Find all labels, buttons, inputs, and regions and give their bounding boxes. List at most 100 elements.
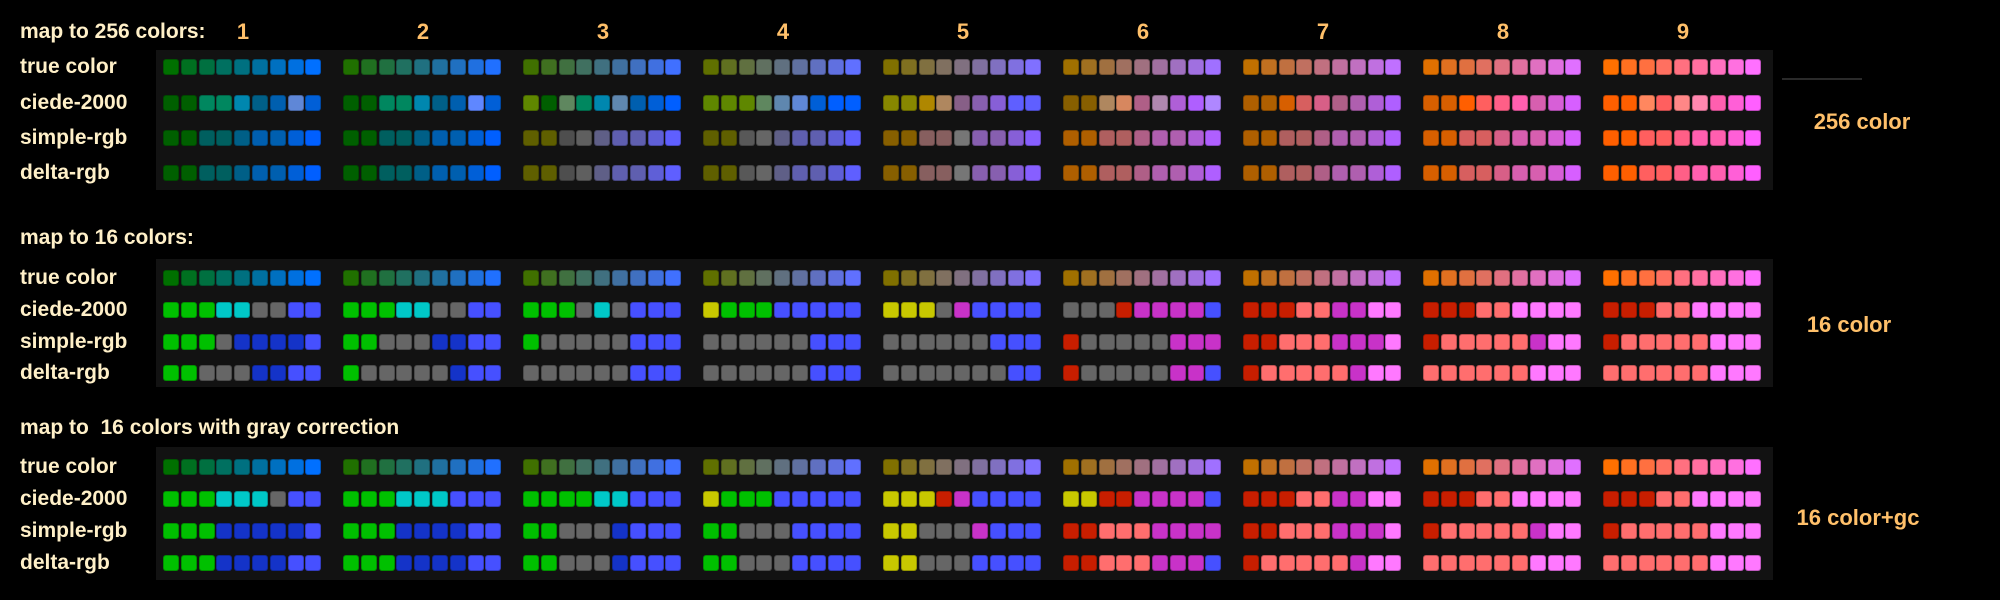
color-swatch	[827, 270, 844, 286]
color-swatch	[972, 459, 988, 475]
color-swatch	[774, 334, 791, 350]
color-swatch	[1205, 270, 1222, 286]
color-swatch	[1296, 365, 1313, 381]
color-swatch	[738, 130, 755, 146]
color-swatch	[1620, 459, 1637, 475]
color-swatch	[883, 459, 899, 475]
color-swatch	[1007, 130, 1024, 146]
color-swatch	[378, 491, 395, 507]
color-swatch	[792, 365, 808, 381]
color-swatch	[1098, 459, 1115, 475]
color-swatch	[163, 302, 179, 318]
color-swatch	[720, 165, 737, 181]
color-swatch	[432, 459, 448, 475]
color-swatch	[360, 523, 377, 539]
color-swatch	[845, 555, 862, 571]
color-swatch	[629, 165, 646, 181]
color-swatch	[558, 165, 575, 181]
color-swatch	[612, 491, 628, 507]
color-swatch	[414, 523, 431, 539]
color-swatch	[756, 334, 773, 350]
color-swatch	[827, 334, 844, 350]
color-swatch	[1674, 270, 1691, 286]
color-swatch	[1243, 491, 1259, 507]
color-swatch	[287, 555, 304, 571]
color-swatch	[216, 130, 233, 146]
color-swatch	[1476, 270, 1493, 286]
color-swatch	[1260, 270, 1277, 286]
color-swatch	[485, 491, 502, 507]
color-swatch	[1349, 491, 1366, 507]
color-swatch	[1349, 523, 1366, 539]
color-swatch	[234, 95, 251, 111]
color-swatch	[774, 270, 791, 286]
color-swatch	[1152, 334, 1168, 350]
color-swatch	[287, 270, 304, 286]
color-swatch	[234, 555, 251, 571]
color-swatch	[1656, 130, 1673, 146]
color-swatch	[1007, 555, 1024, 571]
section-side-label: 16 color	[1806, 312, 1892, 337]
color-swatch	[1134, 165, 1151, 181]
color-swatch	[1547, 491, 1564, 507]
color-swatch	[738, 334, 755, 350]
color-swatch	[1385, 459, 1402, 475]
color-swatch	[1745, 302, 1762, 318]
color-swatch	[720, 555, 737, 571]
color-swatch	[1260, 59, 1277, 75]
color-swatch	[360, 302, 377, 318]
color-swatch	[1080, 491, 1097, 507]
color-swatch	[774, 491, 791, 507]
color-swatch	[1638, 459, 1655, 475]
color-swatch	[1116, 95, 1133, 111]
color-swatch	[1025, 302, 1042, 318]
color-swatch	[883, 555, 899, 571]
color-swatch	[576, 555, 593, 571]
color-swatch	[900, 523, 917, 539]
color-swatch	[1080, 555, 1097, 571]
color-swatch	[594, 270, 611, 286]
color-swatch	[1025, 459, 1042, 475]
color-swatch	[305, 459, 322, 475]
color-swatch	[396, 523, 413, 539]
color-swatch	[1692, 95, 1708, 111]
color-swatch	[1494, 459, 1511, 475]
color-swatch	[1296, 270, 1313, 286]
color-swatch	[883, 491, 899, 507]
color-swatch	[1063, 130, 1079, 146]
color-swatch	[703, 365, 719, 381]
color-swatch	[343, 523, 359, 539]
color-swatch	[414, 334, 431, 350]
color-swatch	[1638, 270, 1655, 286]
color-swatch	[972, 302, 988, 318]
color-swatch	[1476, 302, 1493, 318]
color-swatch	[414, 459, 431, 475]
color-swatch	[738, 302, 755, 318]
color-swatch	[954, 365, 971, 381]
color-swatch	[1529, 365, 1546, 381]
color-swatch	[647, 555, 664, 571]
color-swatch	[594, 302, 611, 318]
color-swatch	[1007, 302, 1024, 318]
color-swatch	[629, 555, 646, 571]
color-swatch	[612, 165, 628, 181]
color-swatch	[287, 130, 304, 146]
color-swatch	[1385, 270, 1402, 286]
color-swatch	[809, 365, 826, 381]
color-swatch	[1494, 270, 1511, 286]
color-swatch	[1278, 523, 1295, 539]
color-swatch	[269, 334, 286, 350]
color-swatch	[774, 523, 791, 539]
color-swatch	[972, 523, 988, 539]
color-swatch	[1638, 302, 1655, 318]
color-swatch	[665, 302, 682, 318]
color-swatch	[1727, 59, 1744, 75]
color-swatch	[180, 491, 197, 507]
color-swatch	[809, 165, 826, 181]
color-swatch	[1243, 334, 1259, 350]
color-swatch	[216, 302, 233, 318]
color-swatch	[1187, 365, 1204, 381]
color-swatch	[1367, 165, 1384, 181]
color-swatch	[216, 334, 233, 350]
color-swatch	[756, 270, 773, 286]
